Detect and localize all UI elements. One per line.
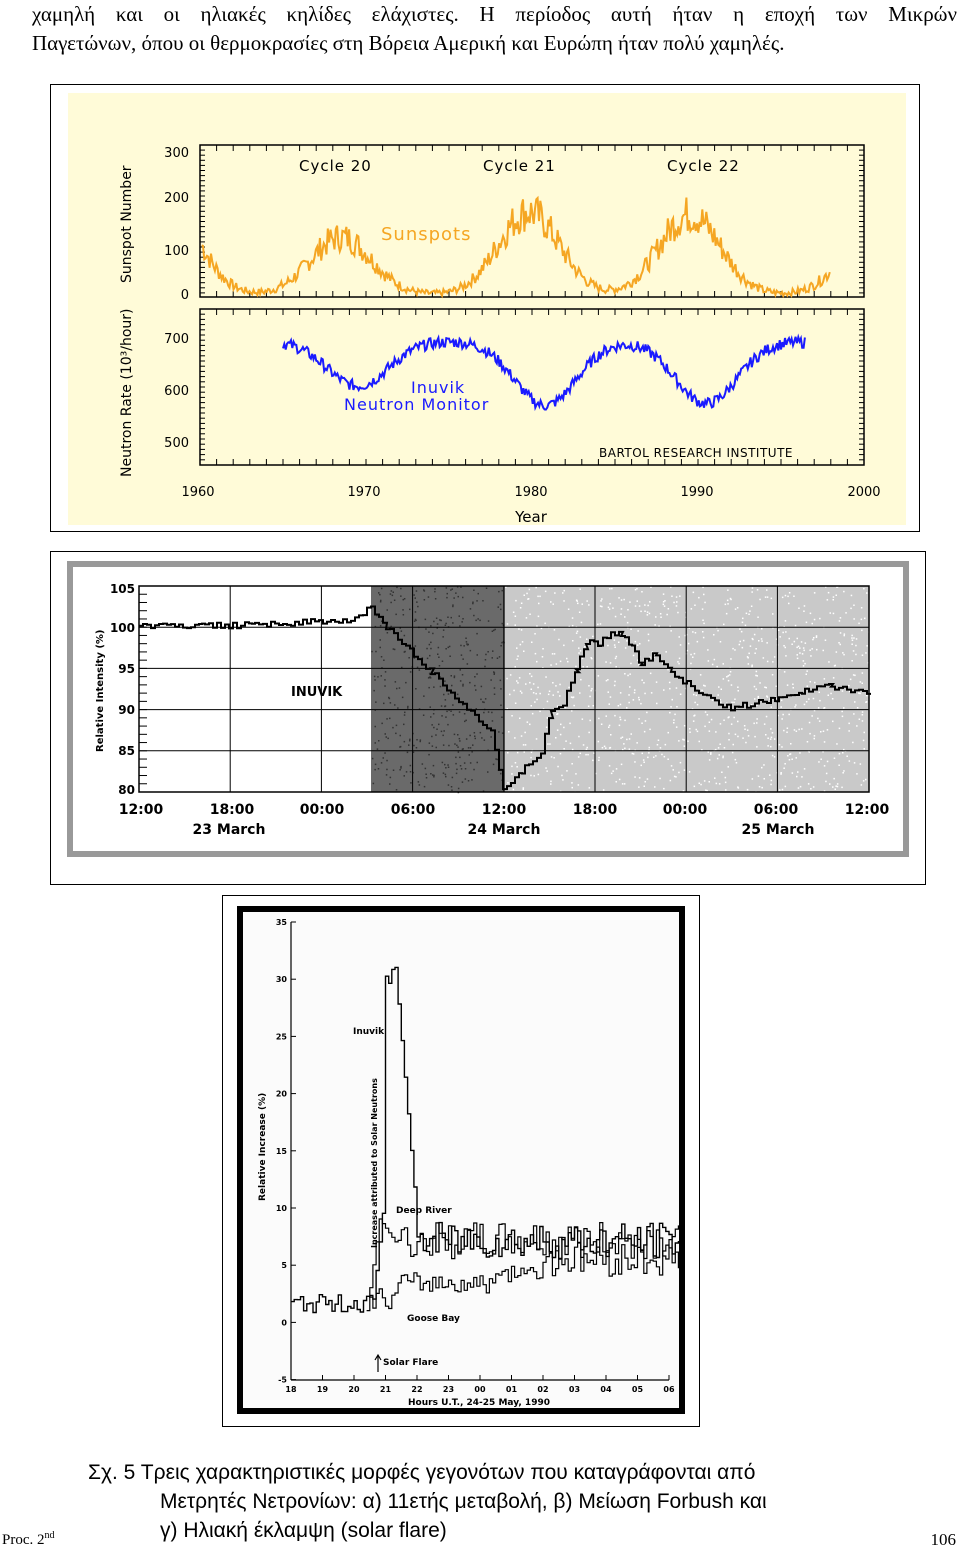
b-xtick-8: 12:00 <box>845 802 890 818</box>
c-deep-river-series <box>366 1218 685 1312</box>
year-tick-2000: 2000 <box>847 485 880 500</box>
c-xtick: 23 <box>443 1385 454 1394</box>
c-ytick: 20 <box>276 1090 288 1099</box>
ss-tick-100: 100 <box>164 244 189 259</box>
nr-tick-500: 500 <box>164 436 189 451</box>
b-ytick-105: 105 <box>110 582 135 596</box>
c-label-goose-bay: Goose Bay <box>407 1314 460 1324</box>
c-goose-bay-series <box>369 1242 685 1310</box>
b-xtick-6: 00:00 <box>663 802 708 818</box>
year-tick-1960: 1960 <box>181 485 214 500</box>
figure-c-frame: Relative Increase (%) Increase attribute… <box>222 895 700 1427</box>
ss-tick-300: 300 <box>164 146 189 161</box>
sunspot-axis-label: Sunspot Number <box>119 165 135 283</box>
caption-line-2: Μετρητές Νετρονίων: α) 11ετής μεταβολή, … <box>160 1490 767 1513</box>
date-23-march: 23 March <box>193 822 266 838</box>
b-xtick-7: 06:00 <box>754 802 799 818</box>
intro-line-1: χαμηλή και οι ηλιακές κηλίδες ελάχιστες.… <box>32 2 957 26</box>
c-label-solar-flare: Solar Flare <box>383 1358 438 1368</box>
b-ytick-80: 80 <box>118 783 135 797</box>
nr-tick-600: 600 <box>164 384 189 399</box>
date-24-march: 24 March <box>468 822 541 838</box>
caption-line-1: Σχ. 5 Τρεις χαρακτηριστικές μορφές γεγον… <box>88 1461 756 1484</box>
c-xtick: 04 <box>600 1385 612 1394</box>
bartol-label: BARTOL RESEARCH INSTITUTE <box>599 446 793 460</box>
cycle-22-label: Cycle 22 <box>667 157 740 175</box>
neutron-series <box>282 333 806 412</box>
c-xtick: 18 <box>285 1385 297 1394</box>
figure-a-chart: Cycle 20 Cycle 21 Cycle 22 Sunspots Inuv… <box>68 93 906 526</box>
b-xtick-2: 00:00 <box>300 802 345 818</box>
b-ytick-85: 85 <box>118 744 135 758</box>
intro-paragraph: χαμηλή και οι ηλιακές κηλίδες ελάχιστες.… <box>32 0 957 58</box>
neutron-monitor-label: Neutron Monitor <box>344 395 489 414</box>
c-xtick: 02 <box>537 1385 548 1394</box>
c-label-inuvik: Inuvik <box>353 1027 385 1037</box>
cycle-20-label: Cycle 20 <box>299 157 372 175</box>
b-xtick-3: 06:00 <box>391 802 436 818</box>
c-xtick: 03 <box>569 1385 580 1394</box>
figure-b-chart: Relative Intensity (%) 105 100 95 90 85 … <box>67 561 909 857</box>
neutron-panel <box>199 308 865 466</box>
b-xtick-1: 18:00 <box>210 802 255 818</box>
intro-line-2: Παγετώνων, όπου οι θερμοκρασίες στη Βόρε… <box>32 31 785 55</box>
c-label-deep-river: Deep River <box>396 1206 452 1216</box>
c-xtick: 19 <box>317 1385 329 1394</box>
year-tick-1990: 1990 <box>680 485 713 500</box>
inuvik-b-label: INUVIK <box>291 685 343 700</box>
b-xtick-0: 12:00 <box>119 802 164 818</box>
b-ytick-95: 95 <box>118 662 135 676</box>
c-ytick: -5 <box>278 1376 287 1385</box>
c-xtick: 00 <box>474 1385 486 1394</box>
figure-c-ylabel: Relative Increase (%) <box>258 1093 268 1201</box>
ss-tick-200: 200 <box>164 191 189 206</box>
solar-flare-arrow <box>374 1353 382 1372</box>
c-xtick: 01 <box>506 1385 518 1394</box>
c-xtick: 05 <box>632 1385 644 1394</box>
neutron-axis-label: Neutron Rate (10³/hour) <box>119 309 135 477</box>
c-ytick: 0 <box>281 1318 287 1327</box>
c-ytick: 30 <box>276 975 288 984</box>
year-axis-label: Year <box>514 508 548 526</box>
c-xtick: 22 <box>411 1385 422 1394</box>
c-ytick: 25 <box>276 1032 288 1041</box>
b-xtick-4: 12:00 <box>482 802 527 818</box>
c-xtick: 06 <box>663 1385 675 1394</box>
year-tick-1980: 1980 <box>514 485 547 500</box>
date-25-march: 25 March <box>742 822 815 838</box>
b-xtick-5: 18:00 <box>573 802 618 818</box>
figure-b-ylabel: Relative Intensity (%) <box>95 630 106 753</box>
caption-line-3: γ) Ηλιακή έκλαμψη (solar flare) <box>160 1519 447 1542</box>
nr-tick-700: 700 <box>164 332 189 347</box>
c-xlabel: Hours U.T., 24-25 May, 1990 <box>408 1398 550 1408</box>
sunspot-series <box>201 195 831 299</box>
c-ytick: 10 <box>276 1204 288 1213</box>
footer-proc: Proc. 2nd <box>2 1530 55 1548</box>
cycle-21-label: Cycle 21 <box>483 157 556 175</box>
c-xtick: 20 <box>348 1385 360 1394</box>
figure-b-plot <box>138 585 871 794</box>
inuvik-label: Inuvik <box>411 378 465 397</box>
page-number: 106 <box>930 1530 957 1549</box>
c-ytick: 15 <box>276 1147 288 1156</box>
ss-tick-0: 0 <box>181 288 189 303</box>
c-ytick: 35 <box>276 918 288 927</box>
year-tick-1970: 1970 <box>347 485 380 500</box>
c-ytick: 5 <box>281 1261 287 1270</box>
figure-b-frame: Relative Intensity (%) 105 100 95 90 85 … <box>50 551 926 885</box>
forbush-series <box>139 605 871 791</box>
sunspots-label: Sunspots <box>381 224 472 245</box>
figure-a-frame: Cycle 20 Cycle 21 Cycle 22 Sunspots Inuv… <box>50 84 920 532</box>
figure-caption: Σχ. 5 Τρεις χαρακτηριστικές μορφές γεγον… <box>88 1458 767 1545</box>
b-ytick-100: 100 <box>110 621 135 635</box>
figure-c-inner-label: Increase attributed to Solar Neutrons <box>370 1078 379 1248</box>
c-xtick: 21 <box>380 1385 392 1394</box>
figure-c-chart: Relative Increase (%) Increase attribute… <box>237 906 685 1414</box>
b-ytick-90: 90 <box>118 703 135 717</box>
